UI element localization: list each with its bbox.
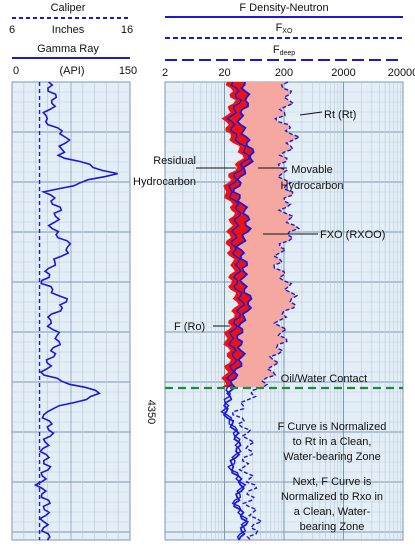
density-neutron-title: F Density-Neutron	[239, 2, 328, 14]
rt-annotation: Rt (Rt)	[324, 109, 356, 121]
note1-line1: F Curve is Normalized	[278, 421, 387, 433]
gamma-ray-min: 0	[13, 65, 19, 77]
fdeep-legend-label: Fdeep	[273, 44, 295, 57]
gamma-ray-max: 150	[119, 65, 137, 77]
fxo-legend-label: FXO	[276, 22, 293, 35]
rt-leader	[299, 111, 323, 116]
scale-tick-label: 2000	[331, 67, 355, 79]
left-header: Caliper 6 Inches 16 Gamma Ray 0 (API) 15…	[9, 2, 137, 77]
note2-line1: Next, F Curve is	[293, 476, 372, 488]
scale-tick-label: 200	[275, 67, 293, 79]
note1-line3: Water-bearing Zone	[283, 451, 380, 463]
movable-line1: Movable	[291, 164, 333, 176]
f-curve	[220, 81, 251, 541]
gamma-ray-title: Gamma Ray	[37, 43, 99, 55]
caliper-max: 16	[121, 24, 133, 36]
annotations: 4350 Rt (Rt) Residual Hydrocarbon Movabl…	[133, 109, 386, 533]
right-scale-ticks: 2 20 200 2000 20000	[162, 67, 415, 79]
residual-hydrocarbon-fill	[221, 82, 254, 388]
scale-tick-label: 2	[162, 67, 168, 79]
caliper-min: 6	[9, 24, 15, 36]
depth-label: 4350	[145, 400, 157, 424]
gamma-ray-unit: (API)	[59, 65, 84, 77]
note2-line2: Normalized to Rxo in	[281, 491, 383, 503]
note2-line4: bearing Zone	[300, 521, 365, 533]
f-ro-annotation: F (Ro)	[174, 321, 205, 333]
gamma-ray-curve	[33, 81, 118, 541]
rxo-curve	[232, 81, 302, 541]
residual-line1: Residual	[153, 155, 196, 167]
residual-line2: Hydrocarbon	[133, 176, 196, 188]
scale-tick-label: 20	[218, 67, 230, 79]
note1-line2: to Rt in a Clean,	[293, 436, 372, 448]
note2-line3: a Clean, Water-	[294, 506, 371, 518]
right-header: F Density-Neutron FXO Fdeep 2 20 200 2000 20…	[162, 2, 415, 79]
fxo-rxoo-annotation: FXO (RXOO)	[320, 229, 385, 241]
owc-annotation: Oil/Water Contact	[281, 373, 367, 385]
scale-tick-label: 20000	[388, 67, 415, 79]
left-track-grid	[12, 82, 130, 540]
caliper-unit: Inches	[52, 24, 85, 36]
rt-curve	[222, 81, 255, 541]
right-track-grid	[164, 82, 404, 540]
caliper-title: Caliper	[51, 2, 86, 14]
movable-line2: Hydrocarbon	[281, 180, 344, 192]
